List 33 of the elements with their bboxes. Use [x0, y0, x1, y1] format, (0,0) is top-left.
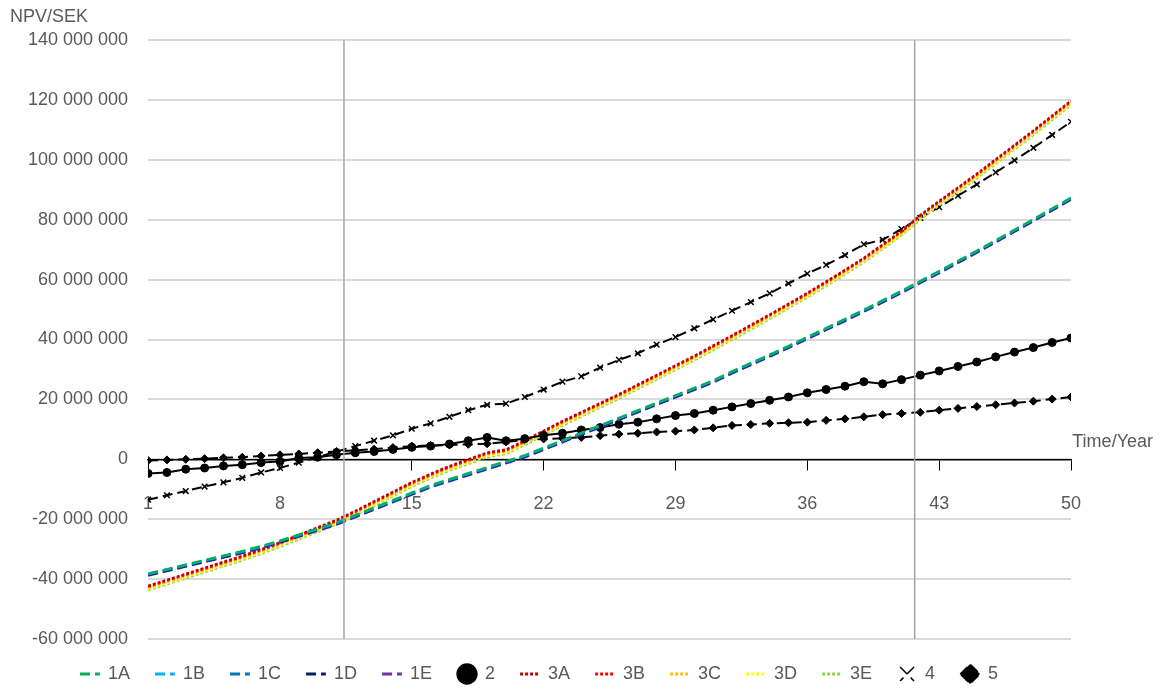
- y-tick-label: 0: [118, 448, 129, 469]
- y-tick-label: -40 000 000: [32, 568, 129, 589]
- legend-label: 2: [484, 662, 495, 683]
- y-tick-label: 20 000 000: [38, 388, 129, 409]
- y-tick-label: 120 000 000: [27, 88, 129, 109]
- x-tick-label: 15: [401, 493, 422, 514]
- legend-label: 4: [925, 662, 936, 683]
- x-axis-title: Time/Year: [1072, 431, 1153, 452]
- y-tick-label: -20 000 000: [32, 508, 129, 529]
- y-tick-label: -60 000 000: [32, 627, 129, 648]
- y-tick-label: 80 000 000: [38, 208, 129, 229]
- legend-label: 1C: [257, 662, 281, 683]
- legend-label: 3E: [850, 662, 873, 683]
- legend-label: 3B: [623, 662, 646, 683]
- legend-label: 3A: [547, 662, 571, 683]
- legend-label: 3D: [774, 662, 798, 683]
- x-tick-label: 8: [274, 493, 285, 514]
- x-tick-label: 22: [533, 493, 554, 514]
- y-tick-label: 100 000 000: [27, 148, 129, 169]
- legend-label: 5: [988, 662, 999, 683]
- legend-label: 1A: [107, 662, 130, 683]
- legend-label: 1D: [333, 662, 357, 683]
- x-tick-label: 29: [665, 493, 686, 514]
- legend-label: 1B: [182, 662, 205, 683]
- x-tick-label: 36: [797, 493, 818, 514]
- y-tick-label: 40 000 000: [38, 328, 129, 349]
- legend-label: 1E: [409, 662, 432, 683]
- y-tick-label: 140 000 000: [27, 28, 129, 49]
- x-tick-label: 50: [1060, 493, 1082, 514]
- legend-label: 3C: [698, 662, 722, 683]
- y-axis-title: NPV/SEK: [10, 5, 89, 26]
- x-tick-label: 43: [929, 493, 950, 514]
- y-tick-label: 60 000 000: [38, 268, 129, 289]
